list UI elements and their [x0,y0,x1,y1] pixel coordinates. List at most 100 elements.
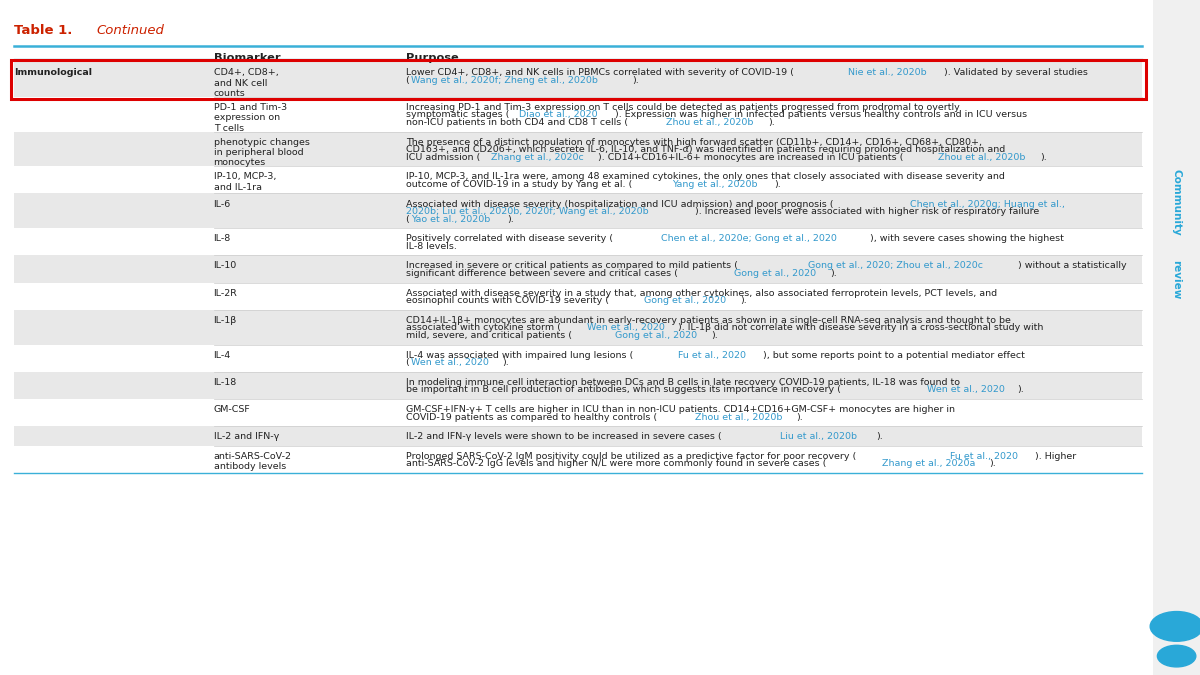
Text: Zhang et al., 2020a: Zhang et al., 2020a [882,460,974,468]
Text: anti-SARS-CoV-2
antibody levels: anti-SARS-CoV-2 antibody levels [214,452,292,471]
Text: Community: Community [1171,169,1182,236]
Text: ), but some reports point to a potential mediator effect: ), but some reports point to a potential… [763,350,1025,360]
Text: ).: ). [508,215,515,223]
Text: Increased in severe or critical patients as compared to mild patients (: Increased in severe or critical patients… [406,261,738,271]
Bar [14,255,1142,283]
Text: Diao et al., 2020: Diao et al., 2020 [518,111,598,119]
Bar [14,132,1142,166]
Text: ).: ). [1040,153,1048,162]
Bar [14,62,1142,97]
Text: CD14+IL-1β+ monocytes are abundant in early-recovery patients as shown in a sing: CD14+IL-1β+ monocytes are abundant in ea… [406,316,1010,325]
Text: ).: ). [830,269,838,278]
Text: (: ( [406,215,409,223]
Text: IL-8 levels.: IL-8 levels. [406,242,456,251]
Text: ) without a statistically: ) without a statistically [1018,261,1127,271]
Text: CD163+, and CD206+, which secrete IL-6, IL-10, and TNF-α) was identified in pati: CD163+, and CD206+, which secrete IL-6, … [406,145,1004,154]
Text: IL-2 and IFN-γ levels were shown to be increased in severe cases (: IL-2 and IFN-γ levels were shown to be i… [406,432,721,441]
Bar [14,228,1142,255]
Text: Purpose: Purpose [406,53,458,63]
Text: Associated with disease severity (hospitalization and ICU admission) and poor pr: Associated with disease severity (hospit… [406,200,833,209]
Text: Gong et al., 2020; Zhou et al., 2020c: Gong et al., 2020; Zhou et al., 2020c [808,261,983,271]
Text: GM-CSF: GM-CSF [214,405,251,414]
Text: ). Higher: ). Higher [1034,452,1076,461]
Text: IL-10: IL-10 [214,261,236,271]
Text: ICU admission (: ICU admission ( [406,153,480,162]
Text: Gong et al., 2020: Gong et al., 2020 [643,296,726,305]
Text: The presence of a distinct population of monocytes with high forward scatter (CD: The presence of a distinct population of… [406,138,982,146]
Bar [14,399,1142,426]
Text: Increasing PD-1 and Tim-3 expression on T cells could be detected as patients pr: Increasing PD-1 and Tim-3 expression on … [406,103,959,112]
Text: ). CD14+CD16+IL-6+ monocytes are increased in ICU patients (: ). CD14+CD16+IL-6+ monocytes are increas… [599,153,904,162]
Text: eosinophil counts with COVID-19 severity (: eosinophil counts with COVID-19 severity… [406,296,608,305]
Text: associated with cytokine storm (: associated with cytokine storm ( [406,323,560,332]
Text: CD4+, CD8+,
and NK cell
counts: CD4+, CD8+, and NK cell counts [214,68,278,98]
Text: ).: ). [989,460,996,468]
Bar [1153,0,1200,675]
Text: Immunological: Immunological [14,68,92,77]
Text: Zhou et al., 2020b: Zhou et al., 2020b [938,153,1026,162]
Text: Chen et al., 2020e; Gong et al., 2020: Chen et al., 2020e; Gong et al., 2020 [661,234,836,243]
Text: Yang et al., 2020b: Yang et al., 2020b [672,180,757,189]
Text: ).: ). [774,180,781,189]
Text: IL-18: IL-18 [214,378,236,387]
Bar [14,97,1142,132]
Bar [14,310,1142,344]
Text: symptomatic stages (: symptomatic stages ( [406,111,509,119]
Bar [14,446,1142,473]
Text: phenotypic changes
in peripheral blood
monocytes: phenotypic changes in peripheral blood m… [214,138,310,167]
Text: Lower CD4+, CD8+, and NK cells in PBMCs correlated with severity of COVID-19 (: Lower CD4+, CD8+, and NK cells in PBMCs … [406,68,793,77]
Text: Wang et al., 2020f; Zheng et al., 2020b: Wang et al., 2020f; Zheng et al., 2020b [412,76,598,84]
Text: Fu et al., 2020: Fu et al., 2020 [949,452,1018,461]
Circle shape [1158,645,1196,667]
Bar [14,426,1142,446]
Text: ).: ). [768,118,775,127]
Text: Chen et al., 2020g; Huang et al.,: Chen et al., 2020g; Huang et al., [910,200,1064,209]
Bar [14,194,1142,228]
Bar [14,166,1142,194]
Text: IL-2R: IL-2R [214,289,238,298]
Text: Gong et al., 2020: Gong et al., 2020 [734,269,816,278]
Text: COVID-19 patients as compared to healthy controls (: COVID-19 patients as compared to healthy… [406,412,656,422]
Text: ).: ). [740,296,746,305]
Bar [14,283,1142,310]
Text: GM-CSF+IFN-γ+ T cells are higher in ICU than in non-ICU patients. CD14+CD16+GM-C: GM-CSF+IFN-γ+ T cells are higher in ICU … [406,405,955,414]
Text: ).: ). [632,76,640,84]
Text: ), with severe cases showing the highest: ), with severe cases showing the highest [870,234,1064,243]
Text: review: review [1171,260,1182,299]
Text: IL-4: IL-4 [214,350,230,360]
Text: Biomarker: Biomarker [214,53,281,63]
Text: Nie et al., 2020b: Nie et al., 2020b [847,68,926,77]
Bar [14,344,1142,372]
Text: IL-8: IL-8 [214,234,230,243]
Text: ).: ). [502,358,509,367]
Text: Associated with disease severity in a study that, among other cytokines, also as: Associated with disease severity in a st… [406,289,997,298]
Text: ). Expression was higher in infected patients versus healthy controls and in ICU: ). Expression was higher in infected pat… [616,111,1027,119]
Text: Continued: Continued [96,24,164,37]
Text: ).: ). [876,432,883,441]
Text: Yao et al., 2020b: Yao et al., 2020b [412,215,491,223]
Text: be important in B cell production of antibodies, which suggests its importance i: be important in B cell production of ant… [406,385,840,394]
Text: Gong et al., 2020: Gong et al., 2020 [616,331,697,340]
Text: Wen et al., 2020: Wen et al., 2020 [587,323,665,332]
Text: ). IL-1β did not correlate with disease severity in a cross-sectional study with: ). IL-1β did not correlate with disease … [678,323,1043,332]
Text: Positively correlated with disease severity (: Positively correlated with disease sever… [406,234,613,243]
Text: 2020b; Liu et al., 2020b, 2020f; Wang et al., 2020b: 2020b; Liu et al., 2020b, 2020f; Wang et… [406,207,648,216]
Text: IP-10, MCP-3, and IL-1ra were, among 48 examined cytokines, the only ones that c: IP-10, MCP-3, and IL-1ra were, among 48 … [406,172,1004,182]
Text: ).: ). [712,331,719,340]
Text: (: ( [406,76,409,84]
Circle shape [1151,612,1200,641]
Text: non-ICU patients in both CD4 and CD8 T cells (: non-ICU patients in both CD4 and CD8 T c… [406,118,628,127]
Text: IL-2 and IFN-γ: IL-2 and IFN-γ [214,432,278,441]
Text: Zhou et al., 2020b: Zhou et al., 2020b [695,412,782,422]
Text: ). Increased levels were associated with higher risk of respiratory failure: ). Increased levels were associated with… [695,207,1039,216]
Text: ).: ). [1018,385,1025,394]
Text: ).: ). [797,412,803,422]
Text: ). Validated by several studies: ). Validated by several studies [944,68,1088,77]
Text: Liu et al., 2020b: Liu et al., 2020b [780,432,857,441]
Text: In modeling immune cell interaction between DCs and B cells in late recovery COV: In modeling immune cell interaction betw… [406,378,960,387]
Text: Table 1.: Table 1. [14,24,73,37]
Text: anti-SARS-CoV-2 IgG levels and higher N/L were more commonly found in severe cas: anti-SARS-CoV-2 IgG levels and higher N/… [406,460,826,468]
Text: Wen et al., 2020: Wen et al., 2020 [412,358,490,367]
Text: significant difference between severe and critical cases (: significant difference between severe an… [406,269,678,278]
Text: Zhang et al., 2020c: Zhang et al., 2020c [491,153,583,162]
